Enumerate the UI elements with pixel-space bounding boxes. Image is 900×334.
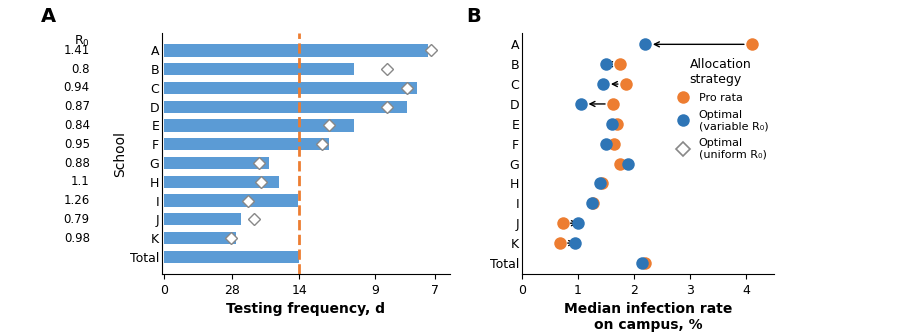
- Text: 0.84: 0.84: [64, 119, 90, 132]
- Text: 1.41: 1.41: [64, 44, 90, 57]
- X-axis label: Testing frequency, d: Testing frequency, d: [227, 302, 385, 316]
- Text: A: A: [41, 7, 56, 26]
- Bar: [164, 101, 408, 113]
- Bar: [164, 157, 269, 169]
- Bar: [164, 194, 298, 207]
- Text: 0.87: 0.87: [64, 100, 90, 113]
- Bar: [164, 44, 428, 56]
- Bar: [164, 82, 417, 94]
- Text: 0.98: 0.98: [64, 231, 90, 244]
- Text: 0.88: 0.88: [64, 157, 90, 170]
- Legend: Pro rata, Optimal
(variable R₀), Optimal
(uniform R₀): Pro rata, Optimal (variable R₀), Optimal…: [672, 58, 769, 159]
- Text: R$_0$: R$_0$: [74, 33, 90, 48]
- Text: 0.95: 0.95: [64, 138, 90, 151]
- X-axis label: Median infection rate
on campus, %: Median infection rate on campus, %: [563, 302, 733, 332]
- Bar: [164, 232, 236, 244]
- Bar: [164, 63, 354, 75]
- Bar: [164, 138, 329, 150]
- Bar: [164, 251, 300, 263]
- Text: 1.1: 1.1: [71, 175, 90, 188]
- Y-axis label: School: School: [113, 131, 127, 177]
- Text: 1.26: 1.26: [64, 194, 90, 207]
- Text: 0.8: 0.8: [71, 63, 90, 76]
- Text: 0.94: 0.94: [64, 81, 90, 95]
- Bar: [164, 119, 354, 132]
- Bar: [164, 213, 241, 225]
- Bar: [164, 176, 279, 188]
- Text: B: B: [466, 7, 482, 26]
- Text: 0.79: 0.79: [64, 213, 90, 226]
